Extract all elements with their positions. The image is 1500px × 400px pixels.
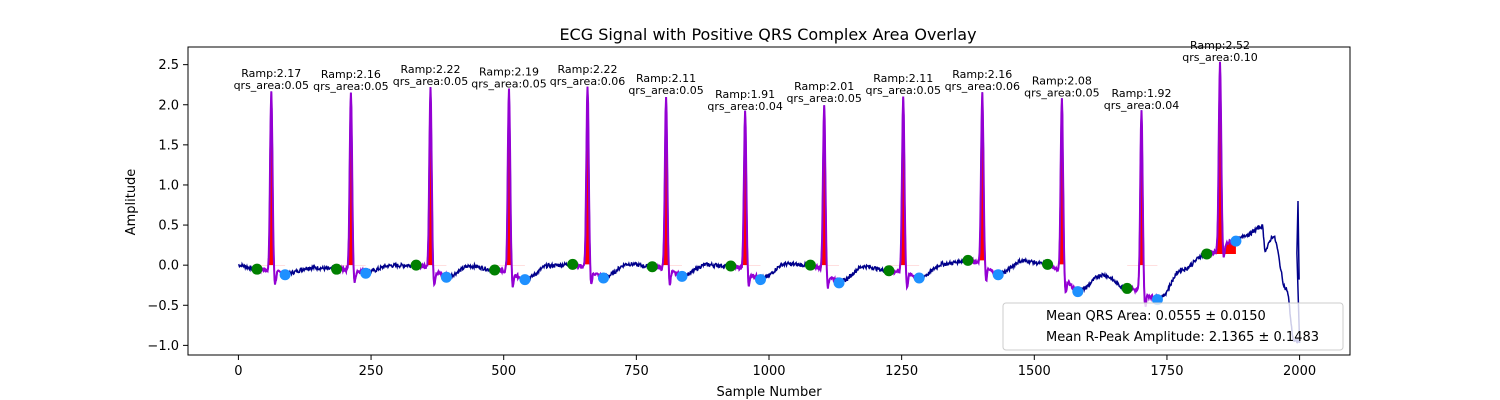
legend: Mean QRS Area: 0.0555 ± 0.0150 Mean R-Pe… xyxy=(1002,302,1344,351)
s-point-marker xyxy=(440,271,452,283)
r-peak-amplitude-label: Ramp:2.11 xyxy=(636,72,696,85)
q-point-marker xyxy=(567,258,579,270)
x-tick-label: 0 xyxy=(234,364,242,379)
qrs-area-label: qrs_area:0.05 xyxy=(471,78,546,91)
y-tick-label: 2.0 xyxy=(158,98,179,113)
qrs-area-label: qrs_area:0.05 xyxy=(393,75,468,88)
s-point-marker xyxy=(833,277,845,289)
r-peak-amplitude-label: Ramp:2.19 xyxy=(479,66,539,79)
legend-box xyxy=(1002,302,1344,351)
qrs-area-label: qrs_area:0.04 xyxy=(1104,99,1179,112)
y-tick-label: 0.5 xyxy=(158,219,179,234)
qrs-area-label: qrs_area:0.05 xyxy=(234,79,309,92)
q-point-marker xyxy=(1121,282,1133,294)
x-tick-label: 1750 xyxy=(1150,364,1183,379)
x-tick-label: 500 xyxy=(491,364,516,379)
plot-area: Ramp:2.17qrs_area:0.05Ramp:2.16qrs_area:… xyxy=(234,39,1301,344)
s-point-marker xyxy=(755,274,767,286)
r-peak-amplitude-label: Ramp:2.52 xyxy=(1190,39,1250,52)
y-axis-label: Amplitude xyxy=(124,169,139,236)
qrs-area-label: qrs_area:0.04 xyxy=(707,100,782,113)
r-peak-amplitude-label: Ramp:2.08 xyxy=(1032,74,1092,87)
q-point-marker xyxy=(1042,258,1054,270)
q-point-marker xyxy=(410,259,422,271)
s-point-marker xyxy=(1072,286,1084,298)
q-point-marker xyxy=(804,259,816,271)
s-point-marker xyxy=(597,272,609,284)
qrs-area-fill xyxy=(256,91,286,266)
r-peak-amplitude-label: Ramp:2.17 xyxy=(241,67,301,80)
q-point-marker xyxy=(883,265,895,277)
r-peak-amplitude-label: Ramp:2.16 xyxy=(952,68,1012,81)
q-point-marker xyxy=(962,254,974,266)
qrs-area-label: qrs_area:0.05 xyxy=(786,92,861,105)
qrs-area-label: qrs_area:0.05 xyxy=(313,80,388,93)
qrs-area-label: qrs_area:0.05 xyxy=(628,84,703,97)
s-point-marker xyxy=(519,274,531,286)
x-tick-label: 1500 xyxy=(1018,364,1051,379)
s-point-marker xyxy=(1151,294,1163,306)
y-axis: −1.0 −0.5 0.0 0.5 1.0 1.5 2.0 2.5 xyxy=(147,58,188,354)
y-tick-label: −0.5 xyxy=(147,299,179,314)
qrs-area-label: qrs_area:0.06 xyxy=(945,80,1020,93)
q-point-marker xyxy=(646,261,658,273)
q-point-marker xyxy=(331,263,343,275)
x-tick-label: 1000 xyxy=(752,364,785,379)
qrs-area-fill xyxy=(336,92,366,266)
qrs-area-label: qrs_area:0.10 xyxy=(1182,51,1257,64)
qrs-segment-line xyxy=(1046,98,1079,294)
r-peak-amplitude-label: Ramp:2.22 xyxy=(400,63,460,76)
s-point-marker xyxy=(913,272,925,284)
y-tick-label: 2.5 xyxy=(158,58,179,73)
r-peak-amplitude-label: Ramp:2.16 xyxy=(321,68,381,81)
y-tick-label: 1.5 xyxy=(158,138,179,153)
s-point-marker xyxy=(279,269,291,281)
r-peak-amplitude-label: Ramp:2.11 xyxy=(873,72,933,85)
r-peak-amplitude-label: Ramp:1.91 xyxy=(715,88,775,101)
r-peak-amplitude-label: Ramp:1.92 xyxy=(1111,87,1171,100)
y-tick-label: −1.0 xyxy=(147,339,179,354)
qrs-area-label: qrs_area:0.06 xyxy=(550,75,625,88)
q-point-marker xyxy=(251,263,263,275)
chart-title: ECG Signal with Positive QRS Complex Are… xyxy=(559,25,976,44)
r-peak-amplitude-label: Ramp:2.01 xyxy=(794,80,854,93)
qrs-area-label: qrs_area:0.05 xyxy=(1024,86,1099,99)
x-axis: 0 250 500 750 1000 1250 1500 1750 2000 xyxy=(234,355,1316,379)
s-point-marker xyxy=(360,267,372,279)
x-tick-label: 250 xyxy=(359,364,384,379)
legend-entry-r-peak-amplitude: Mean R-Peak Amplitude: 2.1365 ± 0.1483 xyxy=(1046,330,1319,345)
x-tick-label: 2000 xyxy=(1283,364,1316,379)
s-point-marker xyxy=(676,270,688,282)
r-peak-amplitude-label: Ramp:2.22 xyxy=(558,63,618,76)
legend-entry-qrs-area: Mean QRS Area: 0.0555 ± 0.0150 xyxy=(1046,309,1266,324)
q-point-marker xyxy=(489,264,501,276)
y-tick-label: 1.0 xyxy=(158,178,179,193)
x-axis-label: Sample Number xyxy=(716,385,822,400)
q-point-marker xyxy=(725,260,737,272)
qrs-area-label: qrs_area:0.05 xyxy=(866,84,941,97)
y-tick-label: 0.0 xyxy=(158,259,179,274)
x-tick-label: 750 xyxy=(624,364,649,379)
s-point-marker xyxy=(992,269,1004,281)
q-point-marker xyxy=(1201,248,1213,260)
s-point-marker xyxy=(1230,235,1242,247)
x-tick-label: 1250 xyxy=(885,364,918,379)
